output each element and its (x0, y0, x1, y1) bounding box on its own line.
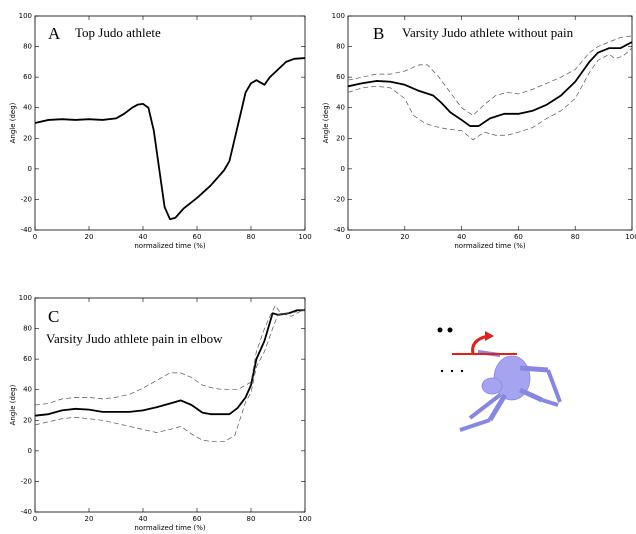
x-tick-label: 20 (85, 233, 94, 241)
y-tick-label: 20 (336, 134, 345, 142)
x-axis-label: normalized time (%) (134, 242, 206, 250)
y-tick-label: 40 (23, 104, 32, 112)
x-axis-label: normalized time (%) (454, 242, 526, 250)
panel-letter: C (48, 307, 59, 326)
x-tick-label: 0 (33, 515, 37, 523)
limb (519, 365, 549, 373)
x-tick-label: 80 (571, 233, 580, 241)
dot (450, 369, 454, 373)
y-tick-label: 80 (23, 325, 32, 333)
y-axis-label: Angle (deg) (9, 102, 17, 143)
x-tick-label: 100 (298, 515, 311, 523)
x-tick-label: 100 (298, 233, 311, 241)
chart-panel: -40 -20 0 20 40 60 80 100 0 20 40 60 80 100 normalized… (9, 294, 312, 532)
x-tick-label: 80 (247, 233, 256, 241)
y-tick-label: 80 (23, 43, 32, 51)
x-tick-label: 0 (346, 233, 350, 241)
line-series (347, 41, 633, 127)
y-tick-label: 100 (332, 12, 345, 20)
dot (460, 369, 464, 373)
x-tick-label: 60 (193, 233, 202, 241)
plot-frame (34, 15, 306, 231)
y-tick-label: 20 (23, 416, 32, 424)
y-tick-label: 80 (336, 43, 345, 51)
y-tick-label: 100 (19, 12, 32, 20)
line-series (34, 309, 306, 443)
limb (541, 398, 559, 407)
dot (437, 327, 443, 333)
line-series (34, 305, 306, 406)
x-tick-label: 40 (457, 233, 466, 241)
y-axis-label: Angle (deg) (9, 384, 17, 425)
dot (447, 327, 453, 333)
y-tick-label: 100 (19, 294, 32, 302)
plot-frame (347, 15, 633, 231)
y-tick-label: 0 (28, 447, 32, 455)
y-tick-label: 40 (23, 386, 32, 394)
line-series (347, 35, 633, 116)
x-tick-label: 20 (85, 515, 94, 523)
x-axis-label: normalized time (%) (134, 524, 206, 532)
skeleton-illustration (437, 327, 562, 432)
y-tick-label: -40 (21, 508, 32, 516)
y-tick-label: 60 (23, 355, 32, 363)
y-tick-label: -20 (334, 195, 345, 203)
limb (487, 393, 508, 422)
panel-letter: A (48, 24, 61, 43)
chart-title: Top Judo athlete (75, 25, 161, 40)
y-tick-label: 60 (23, 73, 32, 81)
y-tick-label: -20 (21, 477, 32, 485)
chart-panel: -40 -20 0 20 40 60 80 100 0 20 40 60 80 100 normalized… (9, 12, 312, 250)
y-tick-label: 0 (341, 165, 345, 173)
y-axis-label: Angle (deg) (322, 102, 330, 143)
panel-letter: B (373, 24, 384, 43)
dot (440, 369, 444, 373)
limb (468, 393, 502, 420)
line-series (34, 309, 305, 417)
x-tick-label: 40 (139, 233, 148, 241)
chart-panel: -40 -20 0 20 40 60 80 100 0 20 40 60 80 100 normalized… (322, 12, 636, 250)
limb (546, 369, 562, 403)
y-tick-label: -40 (334, 226, 345, 234)
x-tick-label: 100 (625, 233, 636, 241)
y-tick-label: 40 (336, 104, 345, 112)
x-tick-label: 0 (33, 233, 37, 241)
line-series (34, 57, 306, 221)
y-tick-label: -40 (21, 226, 32, 234)
limb (518, 387, 544, 403)
y-tick-label: -20 (21, 195, 32, 203)
y-tick-label: 60 (336, 73, 345, 81)
x-tick-label: 20 (400, 233, 409, 241)
x-tick-label: 60 (514, 233, 523, 241)
chart-title: Varsity Judo athlete without pain (402, 25, 574, 40)
x-tick-label: 60 (193, 515, 202, 523)
chart-title: Varsity Judo athlete pain in elbow (46, 331, 223, 346)
y-tick-label: 20 (23, 134, 32, 142)
x-tick-label: 40 (139, 515, 148, 523)
line-series (347, 47, 633, 141)
plot-frame (34, 297, 306, 513)
limb (459, 418, 491, 432)
arrow-head (485, 331, 494, 341)
y-tick-label: 0 (28, 165, 32, 173)
head (481, 377, 503, 395)
x-tick-label: 80 (247, 515, 256, 523)
